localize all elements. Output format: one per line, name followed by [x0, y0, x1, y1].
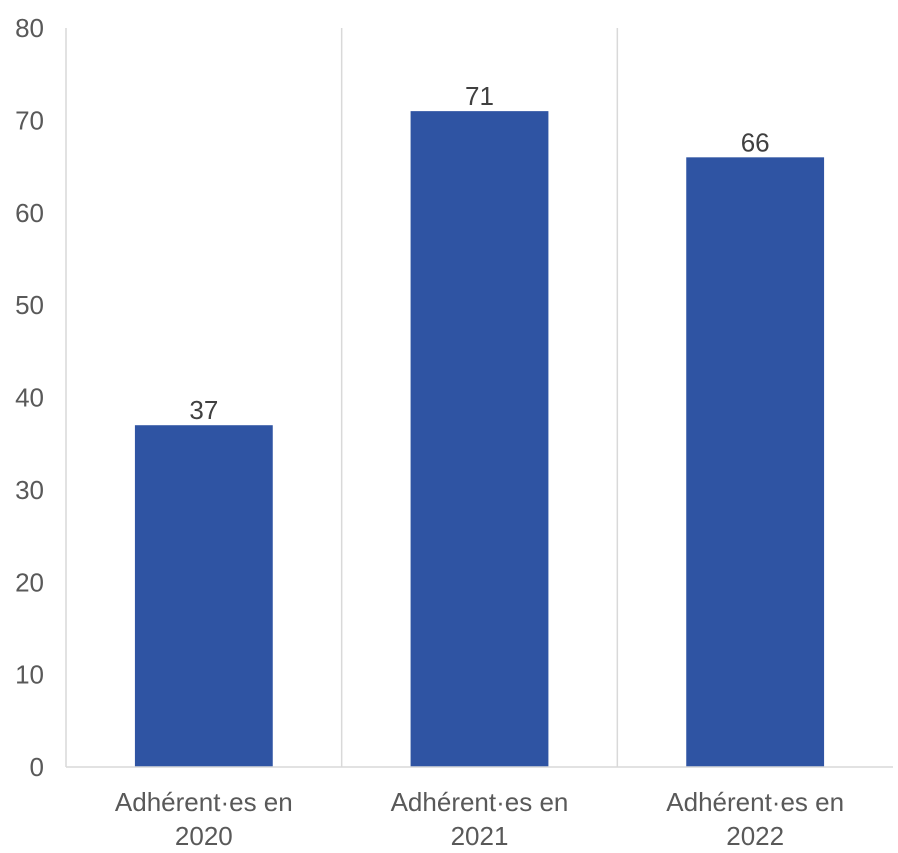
y-tick-label-5: 50: [15, 290, 44, 320]
y-tick-label-2: 20: [15, 567, 44, 597]
x-category-label-1: Adhérent·es en 2021: [391, 787, 569, 851]
x-category-line-0-0: Adhérent·es en: [115, 787, 293, 817]
x-category-line-1-1: 2021: [451, 821, 509, 851]
y-tick-label-7: 70: [15, 105, 44, 135]
data-labels: 37 71 66: [189, 81, 769, 425]
bar-1: [410, 111, 549, 767]
y-tick-label-8: 80: [15, 13, 44, 43]
x-category-line-2-1: 2022: [726, 821, 784, 851]
y-axis-ticks: 0 10 20 30 40 50 60 70 80: [15, 13, 44, 782]
data-label-2: 66: [741, 127, 770, 157]
y-tick-label-4: 40: [15, 383, 44, 413]
y-tick-label-1: 10: [15, 660, 44, 690]
data-label-0: 37: [189, 395, 218, 425]
x-category-label-2: Adhérent·es en 2022: [666, 787, 844, 851]
y-tick-label-6: 60: [15, 198, 44, 228]
x-category-line-1-0: Adhérent·es en: [391, 787, 569, 817]
y-tick-label-3: 30: [15, 475, 44, 505]
bars: [134, 111, 825, 767]
y-tick-label-0: 0: [30, 752, 44, 782]
x-category-line-0-1: 2020: [175, 821, 233, 851]
x-category-line-2-0: Adhérent·es en: [666, 787, 844, 817]
bar-0: [134, 425, 273, 767]
bar-2: [686, 157, 825, 767]
category-dividers: [65, 28, 619, 767]
x-category-label-0: Adhérent·es en 2020: [115, 787, 293, 851]
data-label-1: 71: [465, 81, 494, 111]
